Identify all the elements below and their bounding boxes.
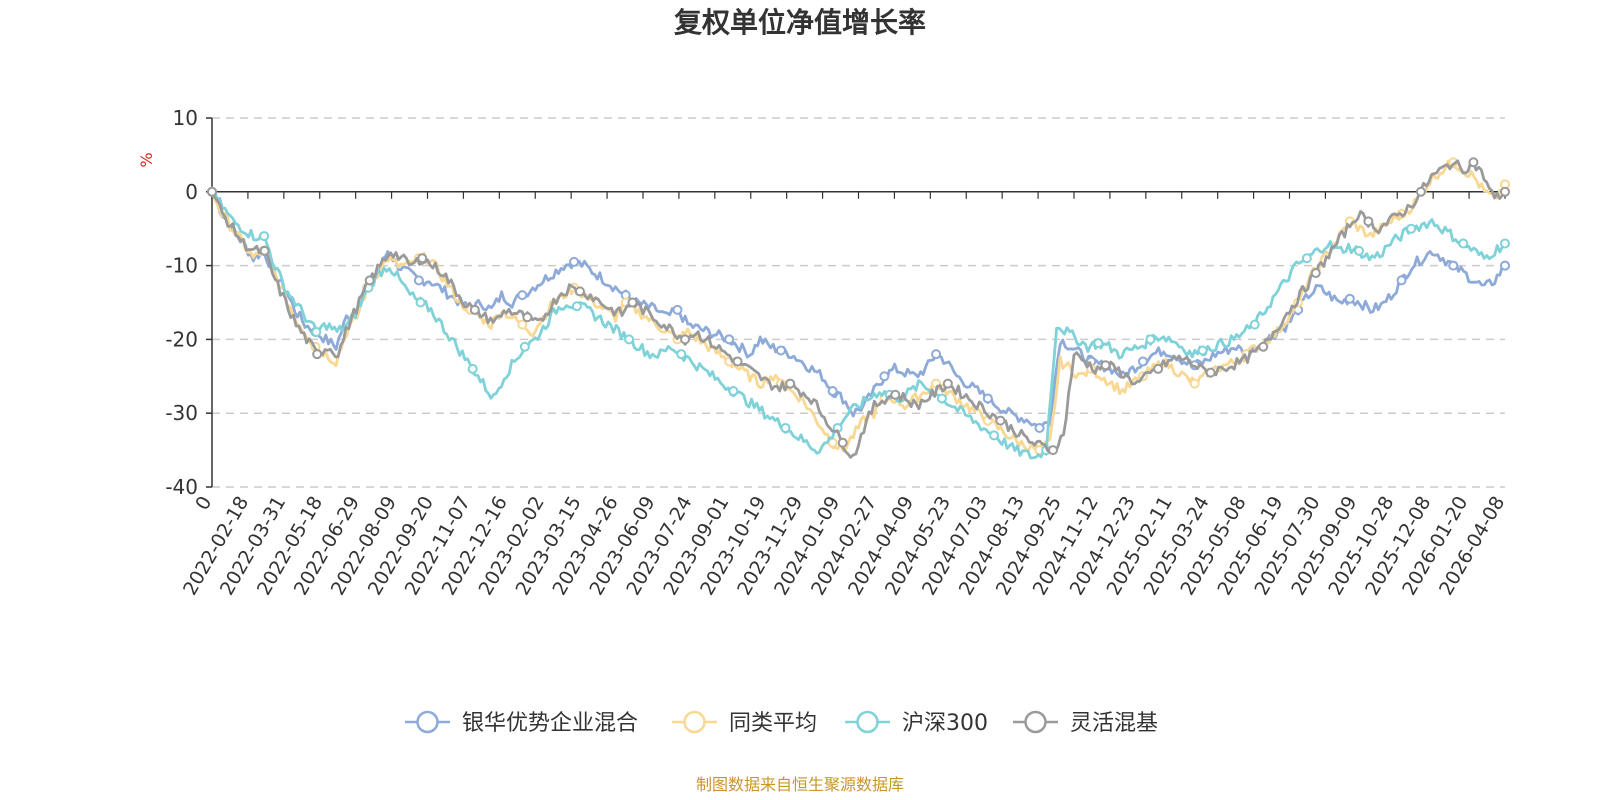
series-point [931, 349, 942, 360]
series-point [728, 386, 739, 397]
series-point [207, 186, 217, 197]
series-point [569, 256, 580, 267]
series-point [364, 275, 375, 286]
series-point [415, 297, 426, 308]
series-point [1100, 360, 1111, 371]
series-point [1415, 186, 1426, 197]
series-point [680, 334, 691, 345]
series-point [995, 415, 1006, 426]
series-point [837, 437, 848, 448]
y-tick-label: -30 [165, 401, 198, 425]
series-lines [207, 157, 1510, 460]
data-source: 制图数据来自恒生聚源数据库 [696, 775, 904, 794]
series-line [210, 191, 1506, 433]
series-point [517, 319, 528, 330]
series-point [1034, 422, 1045, 433]
series-point [1458, 238, 1469, 249]
series-point [519, 341, 530, 352]
series-point [574, 286, 585, 297]
legend-marker [416, 710, 439, 734]
series-point [1301, 253, 1312, 264]
series-point [1396, 275, 1407, 286]
y-tick-label: 10 [173, 106, 198, 130]
chart-title: 复权单位净值增长率 [674, 6, 926, 39]
legend-label: 沪深300 [902, 711, 988, 736]
legend-marker [1024, 710, 1047, 734]
legend-marker [856, 710, 879, 734]
legend-marker [683, 710, 706, 734]
series-point [775, 345, 786, 356]
y-tick-label: -20 [165, 327, 198, 351]
series-point [1363, 216, 1374, 227]
series-line [211, 189, 1507, 460]
legend-item[interactable]: 沪深300 [845, 710, 988, 736]
series-point [676, 349, 687, 360]
series-point [259, 245, 270, 256]
series-point [624, 334, 635, 345]
series-point [259, 231, 270, 242]
series-point [1468, 157, 1479, 168]
y-tick-label: -40 [165, 475, 198, 499]
grid-lines [212, 117, 1505, 488]
series-point [1500, 238, 1510, 249]
series-point [1153, 363, 1164, 374]
series-point [467, 363, 478, 374]
series-point [724, 334, 735, 345]
x-tick-label: 0 [191, 493, 216, 514]
series-point [1310, 267, 1321, 278]
legend-item[interactable]: 灵活混基 [1013, 710, 1158, 736]
series-point [311, 327, 322, 338]
series-point [1205, 367, 1216, 378]
legend[interactable]: 银华优势企业混合 同类平均 沪深300 灵活混基 [405, 710, 1158, 736]
series-point [1500, 260, 1510, 271]
legend-item[interactable]: 银华优势企业混合 [405, 710, 638, 736]
series-point [627, 297, 638, 308]
series-point [1500, 186, 1510, 197]
series-point [1047, 445, 1058, 456]
series-line [210, 159, 1507, 459]
series-point [1344, 293, 1355, 304]
legend-label: 灵活混基 [1070, 711, 1158, 736]
series-point [417, 253, 428, 264]
series-point [989, 430, 1000, 441]
series-point [1189, 378, 1200, 389]
series-point [672, 304, 683, 315]
series-point [936, 393, 947, 404]
series-point [785, 378, 796, 389]
series-point [1093, 338, 1104, 349]
series-point [827, 386, 838, 397]
legend-label: 同类平均 [729, 711, 817, 736]
series-line [210, 159, 1507, 453]
series-point [780, 422, 791, 433]
series-point [982, 393, 993, 404]
series-point [890, 389, 901, 400]
series-point [1354, 245, 1365, 256]
series-point [1197, 345, 1208, 356]
series-point [879, 371, 890, 382]
series-point [1249, 319, 1260, 330]
series-point [522, 312, 533, 323]
series-point [1137, 356, 1148, 367]
legend-label: 银华优势企业混合 [462, 711, 638, 736]
axes: 100-10-20-30-4002022-02-182022-03-312022… [165, 106, 1509, 599]
series-point [1448, 260, 1459, 271]
y-axis-unit: % [137, 152, 156, 167]
series-point [1258, 341, 1269, 352]
series-point [469, 304, 480, 315]
series-point [312, 349, 323, 360]
legend-item[interactable]: 同类平均 [672, 710, 817, 736]
series-point [413, 275, 424, 286]
series-point [1406, 223, 1417, 234]
series-point [1145, 334, 1156, 345]
series-point [942, 378, 953, 389]
series-point [732, 356, 743, 367]
y-tick-label: -10 [165, 254, 198, 278]
series-point [517, 290, 528, 301]
series-point [571, 301, 582, 312]
y-tick-label: 0 [185, 180, 198, 204]
